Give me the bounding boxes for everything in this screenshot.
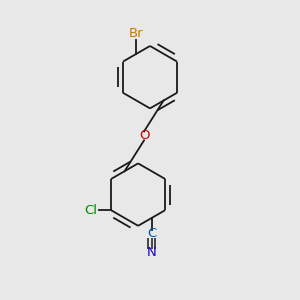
Text: Br: Br [129,26,144,40]
Text: O: O [139,129,149,142]
Text: N: N [147,246,157,259]
Text: Cl: Cl [85,204,98,217]
Text: C: C [147,227,156,240]
